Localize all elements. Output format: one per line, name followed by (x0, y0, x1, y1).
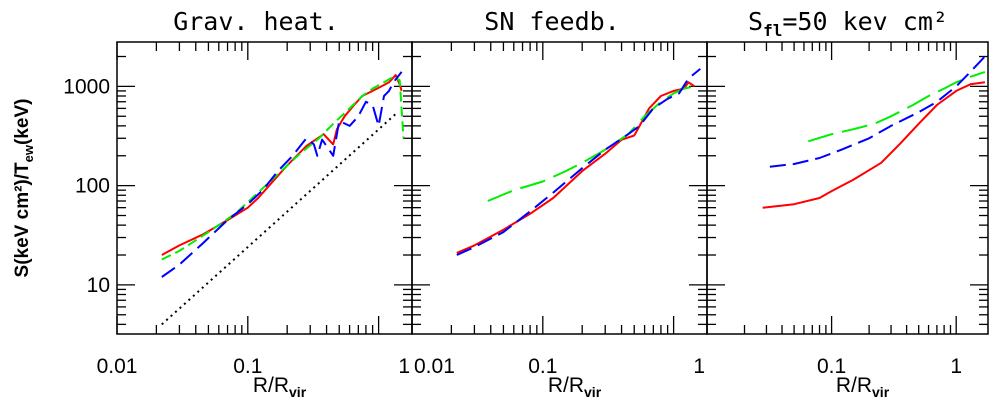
x-axis-label: R/Rvir (253, 374, 307, 400)
x-axis-label: R/Rvir (836, 374, 890, 400)
series-line-3 (456, 68, 701, 256)
series-line-1 (762, 81, 986, 209)
x-tick-label: 0.1 (233, 355, 262, 378)
y-tick-label: 100 (75, 175, 110, 198)
panel-2: 0.01 0.1 1 SN feedb. R/Rvir (411, 7, 708, 400)
y-tick-label: 1000 (63, 75, 110, 98)
x-tick-label: 1 (398, 355, 410, 378)
series-line-1 (456, 81, 696, 254)
y-tick-label: 10 (87, 274, 110, 297)
plot-frame (706, 41, 989, 335)
x-tick-label: 0.1 (528, 355, 557, 378)
x-tick-label: 1 (950, 355, 962, 378)
series-line-2 (487, 85, 695, 202)
panel-title: Sfl=50 kev cm² (748, 7, 948, 40)
x-tick-label: 0.1 (817, 355, 846, 378)
panel-title: Grav. heat. (173, 7, 339, 36)
series-line-3 (769, 55, 986, 168)
x-tick-label: 1 (693, 355, 705, 378)
x-tick-label: 0.01 (97, 355, 138, 378)
x-tick-label: 0.01 (414, 355, 455, 378)
series-line-2 (808, 70, 986, 143)
series-line-2 (161, 75, 405, 261)
series-line-3 (161, 71, 403, 278)
series-line-4 (161, 111, 399, 326)
x-axis-label: R/Rvir (548, 374, 602, 400)
panel-title: SN feedb. (484, 7, 619, 36)
panel-1: 0.01 0.1 1 10 100 1000 Grav. heat. R/Rvir S(keV … (12, 7, 413, 400)
panel-3: 0.1 1 Sfl=50 kev cm² R/Rvir (706, 7, 989, 400)
y-axis-label: S(keV cm²)/Tew(keV) (12, 99, 36, 278)
